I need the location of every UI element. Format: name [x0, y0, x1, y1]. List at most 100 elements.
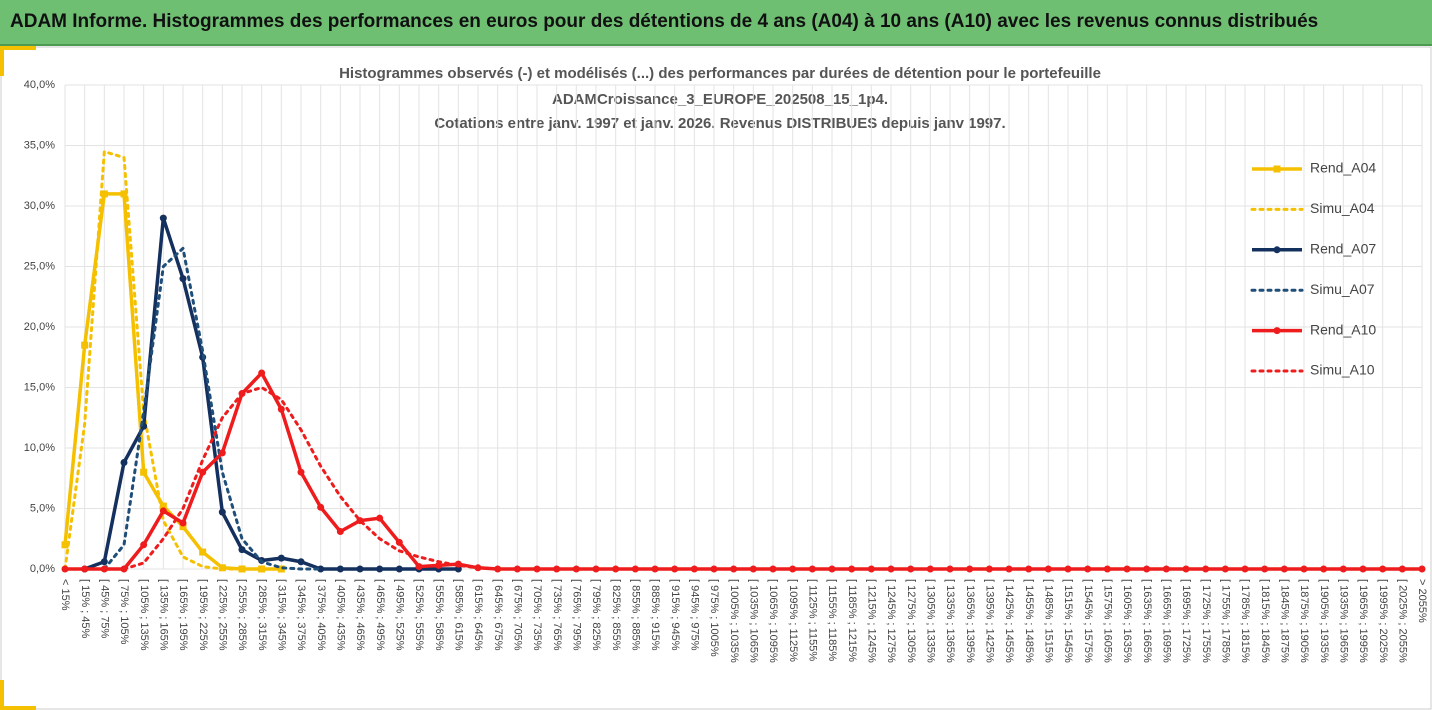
x-tick-label: [ 2025% ; 2055% [1396, 579, 1408, 663]
x-tick-label: [ 465% ; 495% [374, 579, 386, 651]
x-tick-label: [ 795% ; 825% [590, 579, 602, 651]
data-point [926, 565, 934, 573]
data-point [1005, 565, 1013, 573]
data-point [61, 565, 69, 573]
data-point [789, 565, 797, 573]
x-tick-label: [ 1125% ; 1155% [806, 579, 818, 661]
x-tick-label: [ 1635% ; 1665% [1141, 579, 1153, 663]
data-point [356, 565, 364, 573]
x-tick-label: [ 1365% ; 1395% [964, 579, 976, 663]
data-point [966, 565, 974, 573]
data-point [631, 565, 639, 573]
data-point [749, 565, 757, 573]
data-point [1300, 565, 1308, 573]
data-point [199, 548, 207, 556]
data-point [81, 565, 89, 573]
legend-label: Rend_A07 [1310, 241, 1376, 257]
x-tick-label: [ 1275% ; 1305% [905, 579, 917, 663]
header: ADAM Informe. Histogrammes des performan… [0, 0, 1432, 46]
x-tick-label: [ 1605% ; 1635% [1121, 579, 1133, 663]
data-point [1025, 565, 1033, 573]
y-tick-label: 15,0% [24, 381, 55, 393]
data-point [710, 565, 718, 573]
data-point [553, 565, 561, 573]
legend-label: Rend_A04 [1310, 160, 1376, 176]
data-point [81, 341, 89, 349]
data-point [1398, 565, 1406, 573]
data-point [179, 523, 187, 531]
data-point [808, 565, 816, 573]
data-point [277, 554, 285, 562]
data-point [1241, 565, 1249, 573]
data-point [730, 565, 738, 573]
chart-title: ADAMCroissance_3_EUROPE_202508_15_1p4. [552, 91, 888, 108]
x-tick-label: [ 975% ; 1005% [708, 579, 720, 657]
y-tick-label: 25,0% [24, 260, 55, 272]
x-tick-label: [ 1665% ; 1695% [1160, 579, 1172, 663]
x-tick-label: [ 75% ; 105% [118, 579, 130, 645]
x-tick-label: [ 1155% ; 1185% [826, 579, 838, 661]
x-tick-label: [ 45% ; 75% [98, 579, 110, 639]
corner-accent [0, 706, 36, 710]
data-point [100, 565, 108, 573]
x-tick-label: [ 1755% ; 1785% [1219, 579, 1231, 663]
data-point [179, 519, 187, 527]
data-point [651, 565, 659, 573]
data-point [159, 214, 167, 222]
x-tick-label: [ 1935% ; 1965% [1337, 579, 1349, 663]
x-tick-label: [ 1485% ; 1515% [1042, 579, 1054, 663]
data-point [828, 565, 836, 573]
x-tick-label: [ 495% ; 525% [393, 579, 405, 651]
data-point [592, 565, 600, 573]
corner-accent [0, 46, 4, 76]
x-tick-label: [ 885% ; 915% [649, 579, 661, 651]
legend-label: Simu_A04 [1310, 200, 1375, 216]
series-line [63, 150, 283, 571]
data-point [100, 190, 108, 198]
data-point [1280, 565, 1288, 573]
x-tick-label: [ 1785% ; 1815% [1239, 579, 1251, 663]
data-point [867, 565, 875, 573]
x-tick-label: [ 1575% ; 1605% [1101, 579, 1113, 663]
x-tick-label: [ 1305% ; 1335% [924, 579, 936, 663]
series-line [65, 371, 1422, 571]
data-point [218, 449, 226, 457]
x-tick-label: [ 135% ; 165% [157, 579, 169, 651]
x-tick-label: [ 255% ; 285% [236, 579, 248, 651]
x-tick-label: [ 1095% ; 1125% [787, 579, 799, 662]
data-point [100, 558, 108, 566]
legend-marker [1273, 165, 1281, 173]
x-tick-label: [ 1035% ; 1065% [747, 579, 759, 663]
data-point [907, 565, 915, 573]
x-tick-label: [ 345% ; 375% [295, 579, 307, 651]
data-point [572, 565, 580, 573]
x-tick-label: [ 1215% ; 1245% [865, 579, 877, 663]
data-point [61, 541, 69, 549]
data-point [336, 527, 344, 535]
legend-marker [1273, 327, 1281, 335]
x-tick-label: [ 735% ; 765% [551, 579, 563, 651]
y-tick-label: 35,0% [24, 139, 55, 151]
x-tick-label: [ 435% ; 465% [354, 579, 366, 651]
data-point [690, 565, 698, 573]
x-tick-label: [ 855% ; 885% [629, 579, 641, 651]
data-point [199, 468, 207, 476]
x-tick-label: [ 195% ; 225% [197, 579, 209, 651]
data-point [1143, 565, 1151, 573]
data-point [1162, 565, 1170, 573]
data-point [376, 565, 384, 573]
y-tick-label: 40,0% [24, 79, 55, 91]
data-point [317, 565, 325, 573]
x-tick-label: [ 1005% ; 1035% [728, 579, 740, 663]
x-tick-label: [ 405% ; 435% [334, 579, 346, 651]
legend-marker [1273, 246, 1281, 254]
data-point [1044, 565, 1052, 573]
data-point [140, 541, 148, 549]
x-tick-label: [ 1725% ; 1755% [1200, 579, 1212, 663]
x-tick-label: [ 1065% ; 1095% [767, 579, 779, 663]
data-point [140, 468, 148, 476]
x-tick-label: [ 585% ; 615% [452, 579, 464, 651]
data-point [671, 565, 679, 573]
data-point [1103, 565, 1111, 573]
x-tick-label: [ 555% ; 585% [433, 579, 445, 651]
